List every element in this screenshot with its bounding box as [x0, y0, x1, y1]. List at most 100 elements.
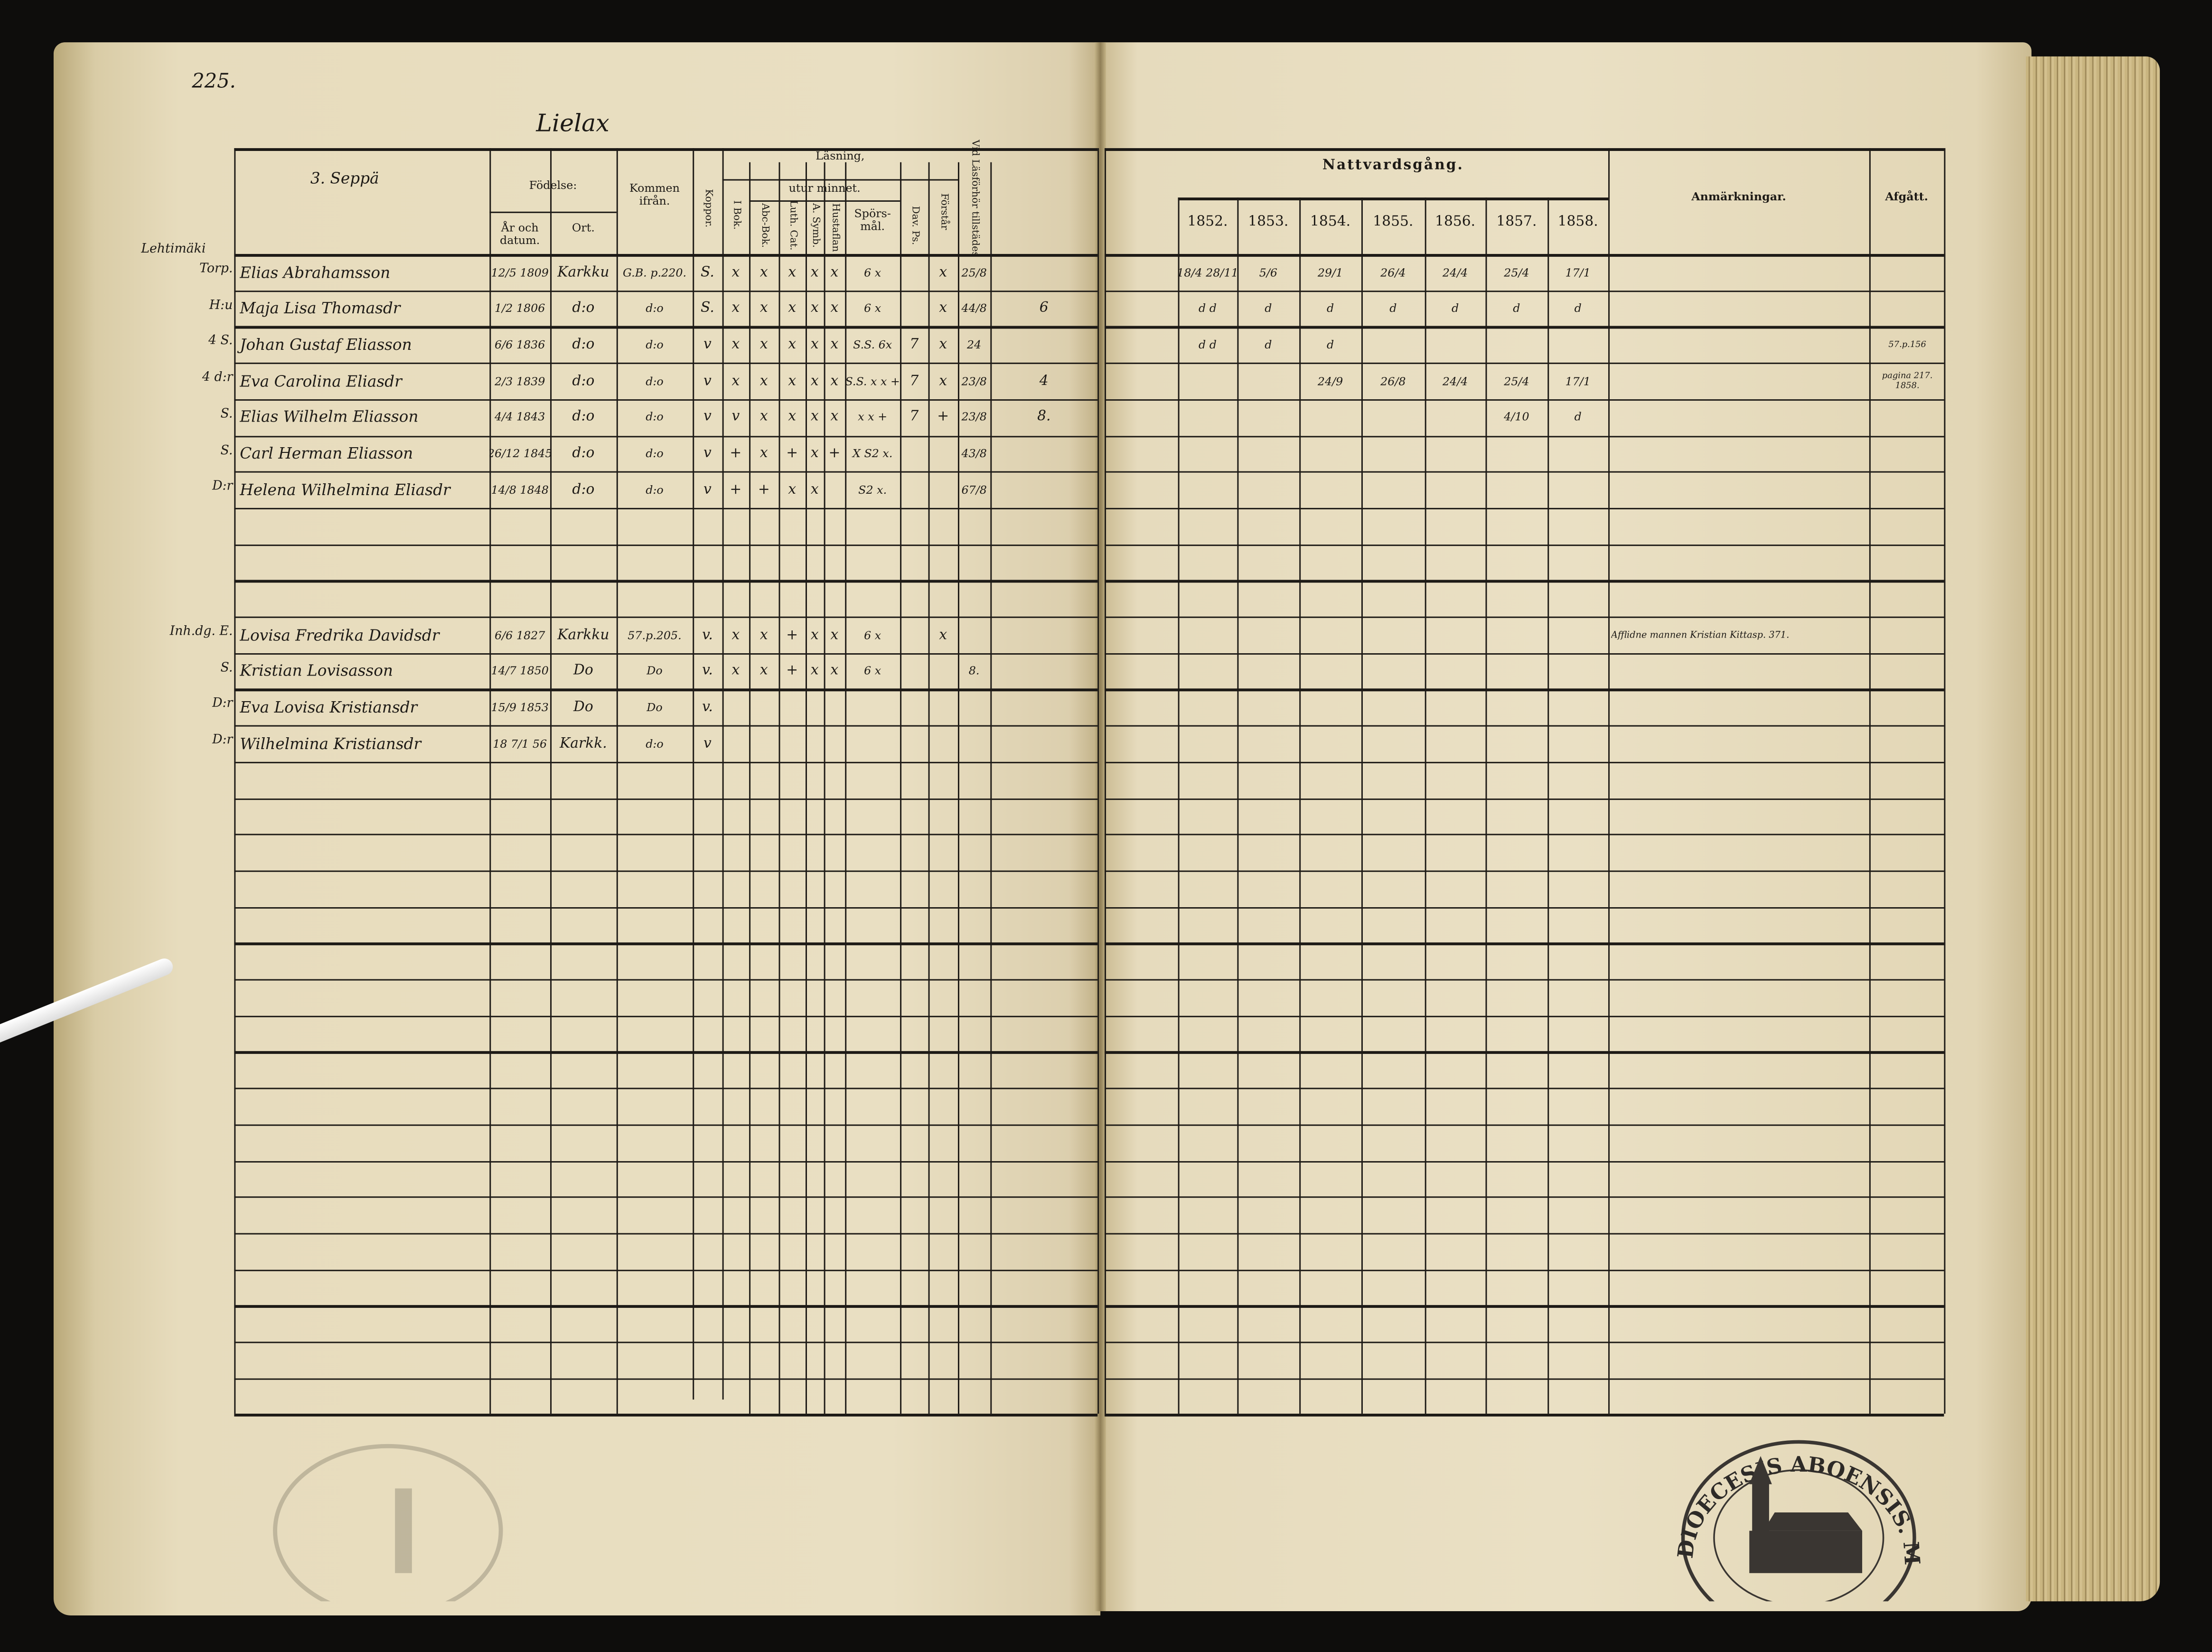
rule-line	[234, 580, 1098, 582]
cell-from: d:o	[646, 375, 664, 388]
cell-asymb: x	[810, 409, 819, 425]
cell-lasf: 25/8	[961, 266, 987, 279]
cell-from: d:o	[646, 411, 664, 424]
cell-husta: x	[830, 627, 839, 643]
cell-abc: x	[759, 373, 768, 389]
cell-extra	[990, 473, 1097, 507]
cell-name: Helena Wilhelmina Eliasdr	[240, 480, 450, 499]
cell-extra	[990, 618, 1097, 652]
rule-line	[234, 471, 1098, 474]
rule-line	[1105, 148, 1106, 1415]
cell-asymb: x	[810, 446, 819, 461]
communion-date: 4/10	[1504, 411, 1529, 424]
header-lasning: Läsning,	[815, 150, 865, 162]
relation-label: D:r	[212, 480, 233, 494]
rule-line	[824, 162, 825, 1415]
rule-line	[1178, 197, 1609, 200]
cell-anmarkning	[1611, 400, 1868, 434]
header-forstar: Förstår	[938, 193, 950, 230]
village-title: Lielax	[536, 110, 609, 139]
rule-line	[1361, 197, 1363, 1415]
cell-date: 14/8 1848	[491, 483, 549, 497]
rule-line	[1105, 834, 1944, 836]
page-edges-right	[2025, 56, 2160, 1602]
communion-date: 26/8	[1380, 375, 1406, 388]
communion-date: d	[1265, 302, 1272, 315]
page-number: 225.	[192, 70, 236, 94]
header-year: 1855.	[1373, 214, 1414, 230]
rule-line	[1105, 399, 1944, 401]
rule-line	[1178, 197, 1180, 1415]
rule-line	[1869, 148, 1871, 1415]
rule-line	[234, 906, 1098, 909]
rule-line	[234, 1414, 1098, 1417]
cell-lasf: 24	[967, 338, 982, 351]
cell-dav	[900, 727, 928, 760]
cell-luth: x	[788, 264, 797, 280]
cell-koppor: v.	[702, 699, 713, 715]
cell-name: Johan Gustaf Eliasson	[240, 336, 412, 354]
cell-name: Lovisa Fredrika Davidsdr	[240, 626, 440, 644]
cell-husta: x	[830, 663, 839, 679]
cell-from: d:o	[646, 483, 664, 497]
right-page	[1100, 42, 2032, 1612]
cell-asymb	[806, 690, 824, 724]
cell-husta	[824, 727, 845, 760]
cell-lasf: 67/8	[961, 483, 987, 497]
rule-line	[693, 148, 694, 1400]
cell-date: 26/12 1845	[489, 447, 551, 460]
cell-abc: x	[759, 663, 768, 679]
cell-luth: +	[786, 663, 798, 679]
rule-line	[722, 148, 724, 1400]
rule-line	[234, 363, 1098, 365]
left-page	[53, 42, 1101, 1615]
cell-place: d:o	[572, 337, 595, 353]
rule-line	[1105, 1342, 1944, 1344]
communion-date	[1299, 618, 1361, 652]
communion-date	[1237, 400, 1299, 434]
cell-ibok: +	[730, 482, 742, 498]
cell-name: Elias Wilhelm Eliasson	[240, 408, 419, 427]
communion-date	[1361, 328, 1425, 362]
rule-line	[722, 179, 958, 181]
cell-place: d:o	[572, 409, 595, 425]
relation-label: Torp.	[199, 262, 233, 277]
rule-line	[1105, 435, 1944, 437]
cell-afgatt	[1871, 291, 1944, 325]
cell-date: 14/7 1850	[491, 665, 549, 678]
relation-label: S.	[220, 661, 233, 676]
cell-koppor: v	[703, 446, 712, 461]
cell-place: d:o	[572, 446, 595, 461]
rule-line	[1105, 1269, 1944, 1271]
rule-line	[1944, 148, 1946, 1415]
communion-date	[1237, 618, 1299, 652]
cell-luth: x	[788, 409, 797, 425]
communion-date: 18/4 28/11	[1178, 266, 1237, 279]
cell-dav: 7	[909, 373, 919, 389]
rule-line	[234, 616, 1098, 619]
header-year: 1854.	[1310, 214, 1351, 230]
faded-stamp-mirror	[273, 1444, 503, 1602]
rule-line	[1105, 725, 1944, 727]
cell-ibok: x	[731, 337, 740, 353]
rule-line	[489, 211, 617, 213]
rule-line	[1425, 197, 1426, 1415]
header-lasforhor: Vid Läsförhör tillstädes	[969, 140, 981, 258]
cell-koppor: v.	[702, 663, 713, 679]
rule-line	[1105, 616, 1944, 619]
rule-line	[1105, 689, 1944, 691]
rule-line	[234, 979, 1098, 981]
cell-afgatt	[1871, 400, 1944, 434]
cell-name: Maja Lisa Thomasdr	[240, 299, 401, 318]
cell-from: d:o	[646, 447, 664, 460]
cell-asymb: x	[810, 482, 819, 498]
rule-line	[1105, 1051, 1944, 1054]
rule-line	[550, 148, 552, 1415]
cell-spors: S.S. x x +	[845, 375, 900, 388]
rule-line	[1105, 1378, 1944, 1380]
cell-name: Kristian Lovisasson	[240, 662, 393, 681]
cell-koppor: v	[703, 736, 712, 751]
cell-from: Do	[647, 665, 663, 678]
cell-name: Wilhelmina Kristiansdr	[240, 734, 422, 753]
